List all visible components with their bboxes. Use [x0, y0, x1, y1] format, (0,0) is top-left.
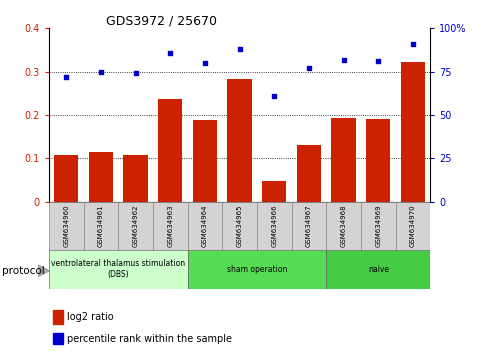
Point — [62, 74, 70, 80]
Bar — [83, 202, 118, 250]
Bar — [331, 118, 355, 202]
Bar — [187, 202, 222, 250]
Bar — [262, 181, 286, 202]
Point — [166, 50, 174, 56]
Text: GSM634960: GSM634960 — [63, 204, 69, 247]
Bar — [54, 155, 78, 202]
Text: GSM634961: GSM634961 — [98, 204, 103, 247]
Bar — [53, 333, 63, 344]
Bar — [296, 145, 321, 202]
Bar — [291, 202, 325, 250]
Bar — [118, 202, 153, 250]
Text: sham operation: sham operation — [226, 264, 286, 274]
Text: protocol: protocol — [2, 266, 45, 276]
Point — [305, 65, 312, 71]
Text: GSM634962: GSM634962 — [132, 204, 138, 247]
Bar — [123, 155, 147, 202]
Point — [201, 60, 208, 66]
Bar — [89, 152, 113, 202]
Point — [235, 46, 243, 52]
Point — [339, 57, 347, 62]
Bar — [192, 120, 217, 202]
Bar — [49, 250, 187, 289]
Bar — [325, 250, 429, 289]
Text: naive: naive — [367, 264, 388, 274]
Bar — [366, 119, 389, 202]
Bar — [360, 202, 395, 250]
Text: GSM634964: GSM634964 — [202, 204, 207, 247]
Bar — [256, 202, 291, 250]
Text: GSM634963: GSM634963 — [167, 204, 173, 247]
Bar — [227, 80, 251, 202]
Text: ventrolateral thalamus stimulation
(DBS): ventrolateral thalamus stimulation (DBS) — [51, 259, 185, 279]
Bar — [222, 202, 256, 250]
Bar — [395, 202, 429, 250]
Text: GSM634968: GSM634968 — [340, 204, 346, 247]
Text: GSM634969: GSM634969 — [375, 204, 381, 247]
Bar — [53, 310, 63, 324]
Point — [374, 58, 382, 64]
Point — [270, 93, 278, 99]
Bar — [153, 202, 187, 250]
Bar — [400, 62, 424, 202]
Text: GSM634966: GSM634966 — [271, 204, 277, 247]
Point — [131, 70, 139, 76]
Bar — [158, 98, 182, 202]
Bar — [187, 250, 325, 289]
Bar — [49, 202, 83, 250]
Bar — [325, 202, 360, 250]
Text: log2 ratio: log2 ratio — [67, 312, 114, 322]
Point — [408, 41, 416, 47]
Text: GSM634970: GSM634970 — [409, 204, 415, 247]
Text: GSM634965: GSM634965 — [236, 204, 242, 247]
Text: percentile rank within the sample: percentile rank within the sample — [67, 334, 232, 344]
Text: GDS3972 / 25670: GDS3972 / 25670 — [106, 14, 217, 27]
Point — [97, 69, 104, 75]
Polygon shape — [38, 265, 50, 277]
Text: GSM634967: GSM634967 — [305, 204, 311, 247]
